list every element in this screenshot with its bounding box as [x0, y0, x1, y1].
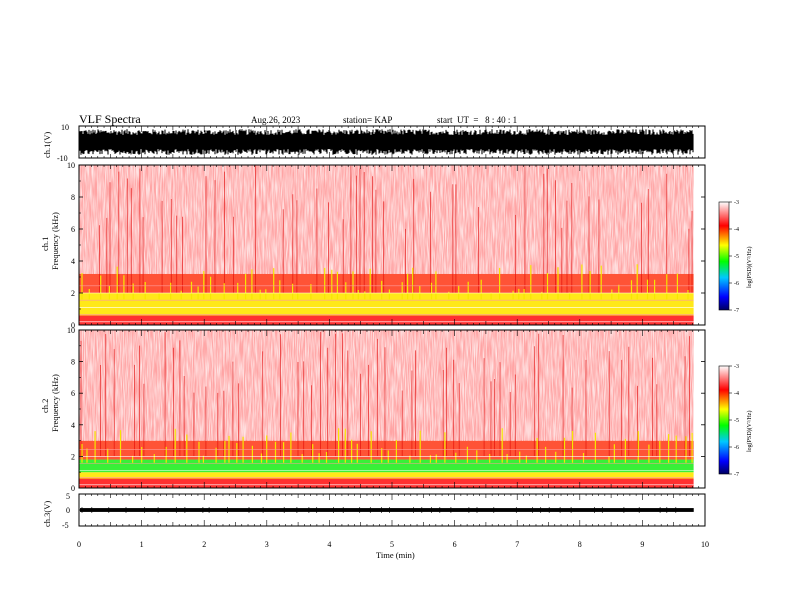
- time-tick-label: 1: [140, 540, 144, 549]
- colorbar-tick-label: -3: [734, 200, 739, 206]
- station-label: station= KAP: [343, 115, 392, 125]
- colorbar-tick-label: -3: [734, 364, 739, 370]
- ch1-waveform-line: [79, 129, 694, 155]
- colorbar-tick-label: -7: [734, 472, 739, 478]
- freq-tick-label: 0: [71, 321, 75, 330]
- colorbar-tick-label: -4: [734, 227, 739, 233]
- colorbar-tick-label: -6: [734, 445, 739, 451]
- plot-title: VLF Spectra: [79, 112, 141, 126]
- ch2-ylabel-channel: ch.2: [40, 399, 50, 413]
- freq-tick-label: 2: [71, 289, 75, 298]
- ch1-colorbar-label: log(PSD)(V²/Hz): [746, 247, 753, 288]
- colorbar-tick-label: -4: [734, 391, 739, 397]
- freq-tick-label: 2: [71, 452, 75, 461]
- spectrogram-spikes: [81, 428, 693, 463]
- ch3-waveform-band: [80, 508, 694, 512]
- ch1-spectrogram-panel: 0 2 4 6 8 10 ch.1 Frequency (kHz): [40, 161, 706, 330]
- time-tick-label: 2: [202, 540, 206, 549]
- spectrogram-band: [79, 440, 694, 460]
- time-tick-label: 10: [701, 540, 709, 549]
- spectrogram-blank: [693, 165, 705, 325]
- ch3-waveform-trace: [79, 493, 694, 527]
- spectrogram-streaks: [99, 165, 693, 293]
- time-axis-ticks: 0 1 2 3 4 5 6 7 8 9 10: [77, 126, 709, 549]
- freq-tick-label: 8: [71, 193, 75, 202]
- ch2-ylabel-frequency: Frequency (kHz): [50, 374, 60, 432]
- colorbar-tick-label: -5: [734, 418, 739, 424]
- ch1-waveform-trace: [79, 125, 694, 159]
- start-time-label: start UT = 8 : 40 : 1: [437, 115, 517, 125]
- ch2-spectrogram-image: [79, 330, 705, 488]
- ch2-colorbar-label: log(PSD)(V²/Hz): [746, 411, 753, 452]
- time-tick-label: 8: [578, 540, 582, 549]
- freq-tick-label: 0: [71, 484, 75, 493]
- spectrogram-spikes: [81, 264, 689, 300]
- freq-tick-label: 4: [71, 421, 75, 430]
- ch1-ylabel-channel: ch.1: [40, 237, 50, 251]
- spectrogram-band: [79, 478, 694, 488]
- spectrogram-band: [79, 459, 694, 473]
- spectrogram-speckle: [79, 165, 694, 274]
- freq-tick-label: 4: [71, 257, 75, 266]
- spectrogram-band: [79, 315, 694, 325]
- colorbar-tick-label: -5: [734, 254, 739, 260]
- spectrogram-blank: [693, 330, 705, 488]
- date-label: Aug.26, 2023: [251, 115, 301, 125]
- ch2-frequency-ticks: 0 2 4 6 8 10: [67, 326, 705, 493]
- ch1-spectrogram-image: [79, 165, 705, 325]
- colorbar-tick-label: -6: [734, 281, 739, 287]
- ch1-ytick-bottom: -10: [57, 154, 68, 163]
- time-tick-label: 4: [327, 540, 331, 549]
- ch2-colorbar-ticks: -3 -4 -5 -6 -7: [729, 364, 739, 478]
- ch3-ytick-bottom: -5: [62, 521, 69, 530]
- spectrogram-band: [79, 273, 694, 293]
- ch1-colorbar: -3 -4 -5 -6 -7 log(PSD)(V²/Hz): [718, 200, 753, 314]
- spectrogram-streaks: [80, 331, 690, 457]
- ch2-colorbar: -3 -4 -5 -6 -7 log(PSD)(V²/Hz): [718, 364, 753, 478]
- freq-tick-label: 8: [71, 358, 75, 367]
- freq-tick-label: 6: [71, 225, 75, 234]
- spectrogram-band: [79, 472, 694, 479]
- ch3-ytick-top: 5: [66, 492, 70, 501]
- freq-tick-label: 10: [67, 326, 75, 335]
- ch1-ylabel: ch.1(V): [42, 132, 52, 158]
- freq-tick-label: 10: [67, 161, 75, 170]
- time-tick-label: 6: [453, 540, 457, 549]
- freq-tick-label: 6: [71, 389, 75, 398]
- ch1-frequency-ticks: 0 2 4 6 8 10: [67, 161, 705, 330]
- time-tick-label: 7: [515, 540, 519, 549]
- ch2-spectrogram-panel: 0 2 4 6 8 10 ch.2 Frequency (kHz): [40, 326, 706, 493]
- time-tick-label: 9: [640, 540, 644, 549]
- ch1-ylabel-frequency: Frequency (kHz): [50, 212, 60, 270]
- ch1-colorbar-ticks: -3 -4 -5 -6 -7: [729, 200, 739, 314]
- ch1-ytick-top: 10: [61, 123, 69, 132]
- time-axis-label: Time (min): [376, 550, 415, 560]
- time-tick-label: 5: [390, 540, 394, 549]
- time-tick-label: 0: [77, 540, 81, 549]
- spectrogram-speckle: [79, 330, 694, 441]
- spectrogram-band: [79, 307, 694, 316]
- time-tick-label: 3: [265, 540, 269, 549]
- colorbar-tick-label: -7: [734, 308, 739, 314]
- ch3-ytick-middle: 0: [66, 506, 70, 515]
- ch3-ylabel: ch.3(V): [42, 501, 52, 527]
